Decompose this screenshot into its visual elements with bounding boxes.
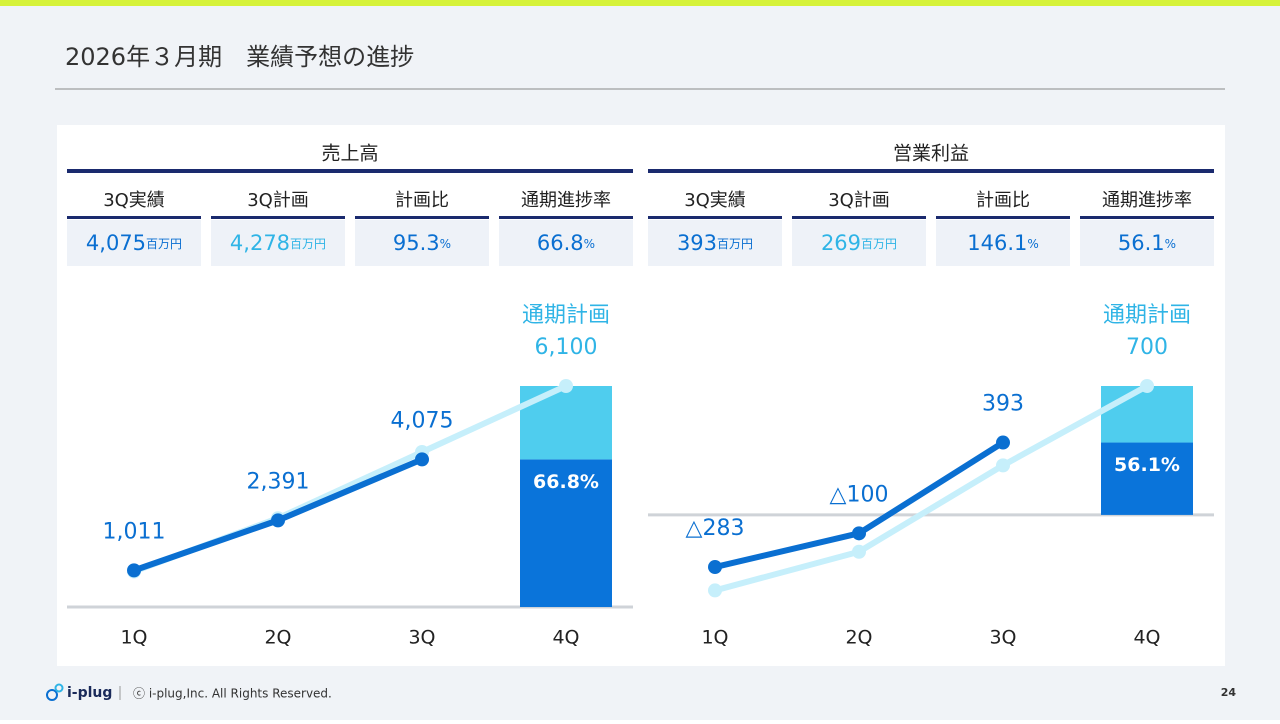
panel-title: 営業利益 xyxy=(893,143,969,165)
bar-label: 66.8% xyxy=(533,471,599,493)
kpi-value: 66.8% xyxy=(537,231,595,255)
bar-segment xyxy=(1101,442,1193,515)
kpi-value: 56.1% xyxy=(1118,231,1176,255)
point xyxy=(996,435,1010,450)
kpi-number: 146.1 xyxy=(967,231,1027,255)
kpi-label: 3Q実績 xyxy=(684,190,746,211)
x-tick-label: 3Q xyxy=(989,627,1016,649)
kpi-cell xyxy=(211,220,345,266)
kpi-value: 4,075百万円 xyxy=(86,231,182,255)
value-label: 6,100 xyxy=(535,335,598,360)
point xyxy=(127,563,141,578)
point xyxy=(852,526,866,541)
logo-icon xyxy=(46,683,64,701)
kpi-unit: % xyxy=(1027,237,1038,251)
kpi-rule xyxy=(211,216,345,219)
kpi-cell xyxy=(499,220,633,266)
kpi-unit: % xyxy=(440,237,451,251)
top-bar xyxy=(0,0,1280,6)
kpi-label: 計画比 xyxy=(395,190,449,211)
kpi-number: 95.3 xyxy=(393,231,440,255)
kpi-rule xyxy=(936,216,1070,219)
kpi-unit: 百万円 xyxy=(146,237,182,251)
kpi-unit: 百万円 xyxy=(290,237,326,251)
copyright: ⓒ i-plug,Inc. All Rights Reserved. xyxy=(133,687,332,701)
kpi-number: 56.1 xyxy=(1118,231,1165,255)
panel-title: 売上高 xyxy=(321,143,378,165)
kpi-rule xyxy=(792,216,926,219)
panel-rule xyxy=(67,169,633,173)
kpi-cell xyxy=(792,220,926,266)
kpi-label: 通期進捗率 xyxy=(521,190,611,211)
kpi-number: 4,075 xyxy=(86,231,146,255)
bar-segment xyxy=(520,459,612,607)
value-label: 2,391 xyxy=(247,469,310,494)
annotation: 通期計画 xyxy=(1103,303,1191,328)
kpi-value: 269百万円 xyxy=(821,231,897,255)
value-label: 700 xyxy=(1126,335,1168,360)
x-tick-label: 2Q xyxy=(845,627,872,649)
kpi-number: 269 xyxy=(821,231,861,255)
kpi-rule xyxy=(355,216,489,219)
x-tick-label: 1Q xyxy=(701,627,728,649)
kpi-label: 通期進捗率 xyxy=(1102,190,1192,211)
kpi-number: 4,278 xyxy=(230,231,290,255)
kpi-rule xyxy=(67,216,201,219)
kpi-value: 95.3% xyxy=(393,231,451,255)
point xyxy=(708,583,722,598)
value-label: 1,011 xyxy=(103,519,166,544)
kpi-cell xyxy=(936,220,1070,266)
point xyxy=(559,379,573,393)
kpi-value: 393百万円 xyxy=(677,231,753,255)
card xyxy=(57,125,1225,666)
x-tick-label: 4Q xyxy=(552,627,579,649)
kpi-label: 3Q計画 xyxy=(247,190,309,211)
kpi-number: 393 xyxy=(677,231,717,255)
point xyxy=(708,560,722,575)
x-tick-label: 2Q xyxy=(264,627,291,649)
kpi-unit: % xyxy=(584,237,595,251)
x-tick-label: 1Q xyxy=(120,627,147,649)
kpi-value: 146.1% xyxy=(967,231,1039,255)
kpi-label: 3Q計画 xyxy=(828,190,890,211)
kpi-cell xyxy=(1080,220,1214,266)
kpi-unit: % xyxy=(1165,237,1176,251)
point xyxy=(415,452,429,467)
bar-segment xyxy=(520,386,612,460)
kpi-cell xyxy=(648,220,782,266)
kpi-cell xyxy=(67,220,201,266)
x-tick-label: 4Q xyxy=(1133,627,1160,649)
kpi-value: 4,278百万円 xyxy=(230,231,326,255)
kpi-number: 66.8 xyxy=(537,231,584,255)
kpi-rule xyxy=(499,216,633,219)
kpi-rule xyxy=(1080,216,1214,219)
line xyxy=(714,383,1149,594)
bar-segment xyxy=(1101,386,1193,443)
point xyxy=(996,458,1010,473)
kpi-label: 計画比 xyxy=(976,190,1030,211)
value-label: △283 xyxy=(686,516,745,541)
slide-title: 2026年３月期 業績予想の進捗 xyxy=(65,43,414,71)
x-tick-label: 3Q xyxy=(408,627,435,649)
kpi-unit: 百万円 xyxy=(861,237,897,251)
annotation: 通期計画 xyxy=(522,303,610,328)
kpi-unit: 百万円 xyxy=(717,237,753,251)
logo-text: i-plug xyxy=(67,685,112,701)
kpi-cell xyxy=(355,220,489,266)
value-label: 4,075 xyxy=(391,408,454,433)
page-number: 24 xyxy=(1221,686,1237,699)
point xyxy=(271,513,285,528)
value-label: △100 xyxy=(830,482,889,507)
kpi-label: 3Q実績 xyxy=(103,190,165,211)
bar-label: 56.1% xyxy=(1114,454,1180,476)
panel-rule xyxy=(648,169,1214,173)
value-label: 393 xyxy=(982,392,1024,417)
kpi-rule xyxy=(648,216,782,219)
point xyxy=(852,544,866,559)
point xyxy=(1140,379,1154,393)
